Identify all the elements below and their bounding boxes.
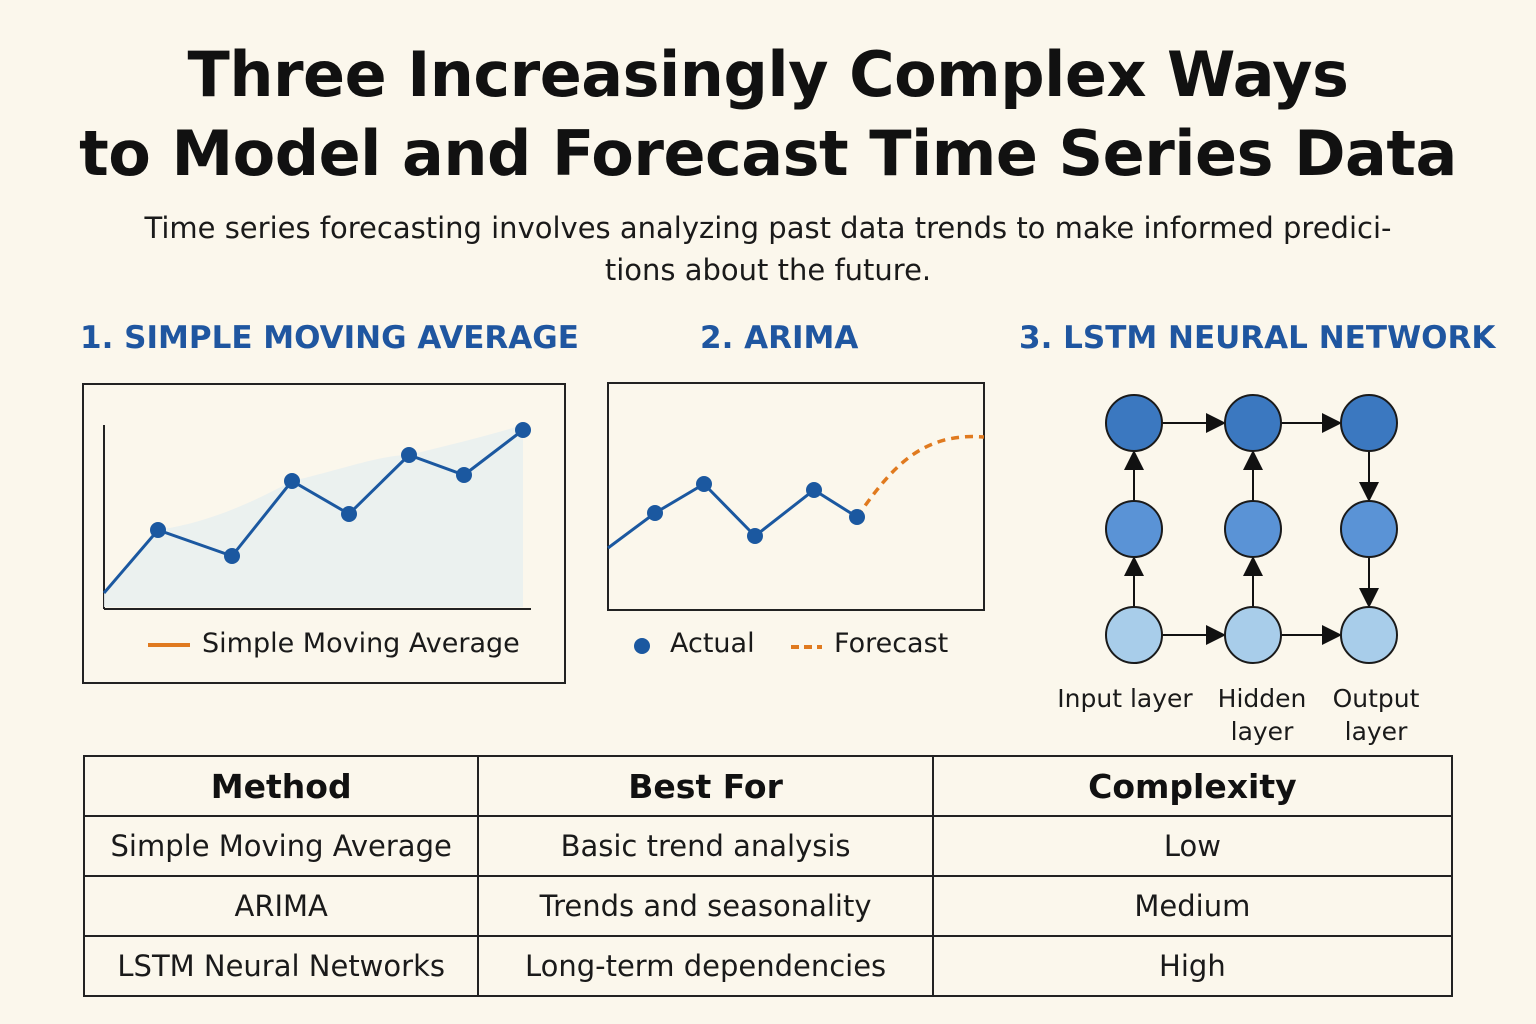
sma-shaded-area — [104, 425, 523, 607]
subtitle-line-1: Time series forecasting involves analyzi… — [144, 211, 1392, 245]
cell-complexity: High — [931, 935, 1454, 997]
table-row: LSTM Neural Networks Long-term dependenc… — [82, 935, 1454, 997]
network-node — [1224, 394, 1282, 452]
output-layer-label-2: layer — [1344, 717, 1408, 746]
cell-best-for: Long-term dependencies — [477, 935, 934, 997]
lstm-heading: 3. LSTM NEURAL NETWORK — [1019, 320, 1496, 356]
network-node — [1105, 394, 1163, 452]
table-header-row: Method Best For Complexity — [82, 755, 1454, 817]
network-node — [1340, 606, 1398, 664]
forecast-legend-label: Forecast — [834, 628, 949, 659]
sma-heading: 1. SIMPLE MOVING AVERAGE — [80, 320, 579, 356]
sma-series-line — [102, 428, 524, 594]
sma-point — [284, 473, 300, 489]
network-node — [1224, 606, 1282, 664]
header-complexity: Complexity — [931, 755, 1454, 817]
hidden-layer-label-2: layer — [1230, 717, 1294, 746]
page-title-line-2: to Model and Forecast Time Series Data — [79, 117, 1457, 190]
cell-complexity: Low — [931, 815, 1454, 877]
network-node — [1105, 500, 1163, 558]
table-row: ARIMA Trends and seasonality Medium — [82, 875, 1454, 937]
hidden-layer-label-1: Hidden — [1217, 684, 1307, 713]
comparison-table: Method Best For Complexity Simple Moving… — [82, 755, 1454, 997]
arima-point — [849, 509, 865, 525]
arima-heading: 2. ARIMA — [700, 320, 859, 356]
sma-panel — [82, 383, 566, 684]
sma-point — [341, 506, 357, 522]
arima-point — [647, 505, 663, 521]
network-node — [1224, 500, 1282, 558]
arima-actual-line — [607, 482, 858, 550]
header-best-for: Best For — [477, 755, 934, 817]
sma-legend-label: Simple Moving Average — [202, 628, 520, 659]
sma-point — [150, 522, 166, 538]
arima-point — [696, 476, 712, 492]
network-node — [1340, 500, 1398, 558]
page-title-line-1: Three Increasingly Complex Ways — [187, 38, 1349, 111]
cell-best-for: Basic trend analysis — [477, 815, 934, 877]
network-node — [1340, 394, 1398, 452]
network-node — [1105, 606, 1163, 664]
cell-method: Simple Moving Average — [82, 815, 480, 877]
arima-panel — [607, 382, 985, 611]
arima-forecast-line — [855, 434, 985, 519]
cell-method: LSTM Neural Networks — [82, 935, 480, 997]
cell-method: ARIMA — [82, 875, 480, 937]
output-layer-label-1: Output — [1332, 684, 1420, 713]
actual-legend-label: Actual — [670, 628, 755, 659]
arima-point — [747, 528, 763, 544]
actual-legend-dot-icon — [634, 638, 650, 654]
arima-point — [806, 482, 822, 498]
table-row: Simple Moving Average Basic trend analys… — [82, 815, 1454, 877]
subtitle-line-2: tions about the future. — [604, 253, 932, 287]
sma-point — [515, 422, 531, 438]
sma-point — [456, 467, 472, 483]
input-layer-label: Input layer — [1057, 684, 1193, 713]
sma-point — [401, 447, 417, 463]
header-method: Method — [82, 755, 480, 817]
cell-complexity: Medium — [931, 875, 1454, 937]
cell-best-for: Trends and seasonality — [477, 875, 934, 937]
sma-point — [224, 548, 240, 564]
